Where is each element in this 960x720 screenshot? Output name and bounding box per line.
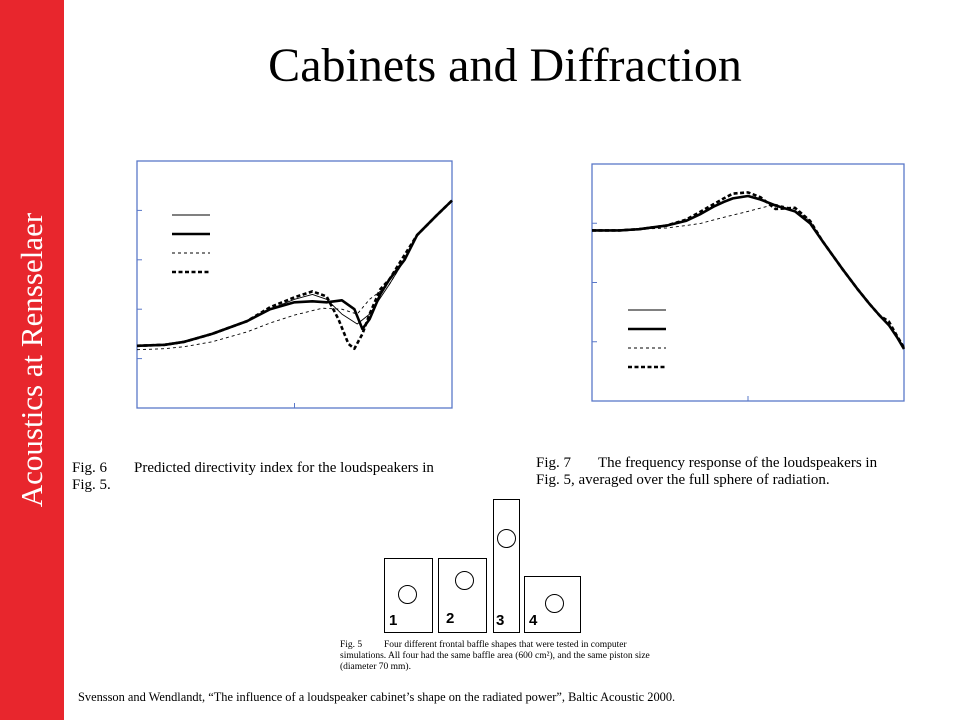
fig6-caption-line1: Predicted directivity index for the loud… (134, 460, 434, 476)
fig7-caption-line1: The frequency response of the loudspeake… (598, 455, 878, 471)
frequency-response-chart (591, 163, 906, 402)
baffle-4-box (524, 576, 581, 633)
baffle-1-piston (398, 585, 417, 604)
fig5-caption-text: Four different frontal baffle shapes tha… (340, 640, 650, 672)
fig7-caption-line2: Fig. 5, averaged over the full sphere of… (536, 472, 830, 488)
baffle-1-label: 1 (389, 612, 398, 629)
plot-frame (136, 160, 453, 409)
baffle-3-label: 3 (496, 612, 505, 629)
series-line-3 (136, 200, 453, 351)
baffle-2-piston (455, 571, 474, 590)
sidebar-band: Acoustics at Rensselaer (0, 0, 64, 720)
baffle-4-label: 4 (529, 612, 538, 629)
baffle-1-box (384, 558, 433, 633)
series-line-4 (592, 191, 906, 349)
series-line-1 (136, 200, 453, 347)
fig7-number: Fig. 7 (536, 455, 572, 471)
fig5-caption: Fig. 5 Four different frontal baffle shap… (340, 640, 658, 673)
fig7-caption: Fig. 7 The frequency response of the loud… (536, 455, 956, 489)
series-line-1 (592, 195, 905, 350)
baffle-2-label: 2 (446, 610, 455, 627)
baffle-2-box (438, 558, 487, 633)
slide-title: Cabinets and Diffraction (268, 39, 742, 92)
citation: Svensson and Wendlandt, “The influence o… (78, 690, 676, 704)
fig5-number: Fig. 5 (340, 640, 363, 650)
sidebar-text: Acoustics at Rensselaer (14, 212, 49, 508)
fig6-caption: Fig. 6 Predicted directivity index for th… (72, 460, 502, 494)
series-line-2 (592, 194, 906, 350)
baffle-3-box (493, 499, 520, 633)
series-line-4 (136, 199, 453, 350)
fig6-number: Fig. 6 (72, 460, 108, 476)
fig6-caption-line2: Fig. 5. (72, 477, 111, 493)
baffle-4-piston (545, 594, 564, 613)
series-line-2 (136, 199, 453, 348)
plot-frame (591, 163, 905, 402)
series-line-3 (592, 203, 905, 350)
baffle-3-piston (497, 529, 516, 548)
directivity-chart (136, 160, 453, 409)
